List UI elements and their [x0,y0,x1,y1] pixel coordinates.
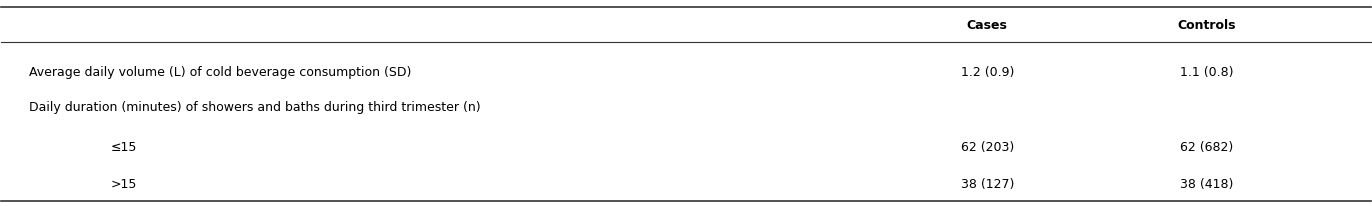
Text: 62 (203): 62 (203) [960,141,1014,154]
Text: 62 (682): 62 (682) [1180,141,1233,154]
Text: ≤15: ≤15 [111,141,137,154]
Text: 1.1 (0.8): 1.1 (0.8) [1180,66,1233,79]
Text: Controls: Controls [1177,19,1236,32]
Text: 1.2 (0.9): 1.2 (0.9) [960,66,1014,79]
Text: 38 (418): 38 (418) [1180,178,1233,191]
Text: Cases: Cases [967,19,1007,32]
Text: >15: >15 [111,178,137,191]
Text: Daily duration (minutes) of showers and baths during third trimester (n): Daily duration (minutes) of showers and … [29,101,480,114]
Text: 38 (127): 38 (127) [960,178,1014,191]
Text: Average daily volume (L) of cold beverage consumption (SD): Average daily volume (L) of cold beverag… [29,66,412,79]
